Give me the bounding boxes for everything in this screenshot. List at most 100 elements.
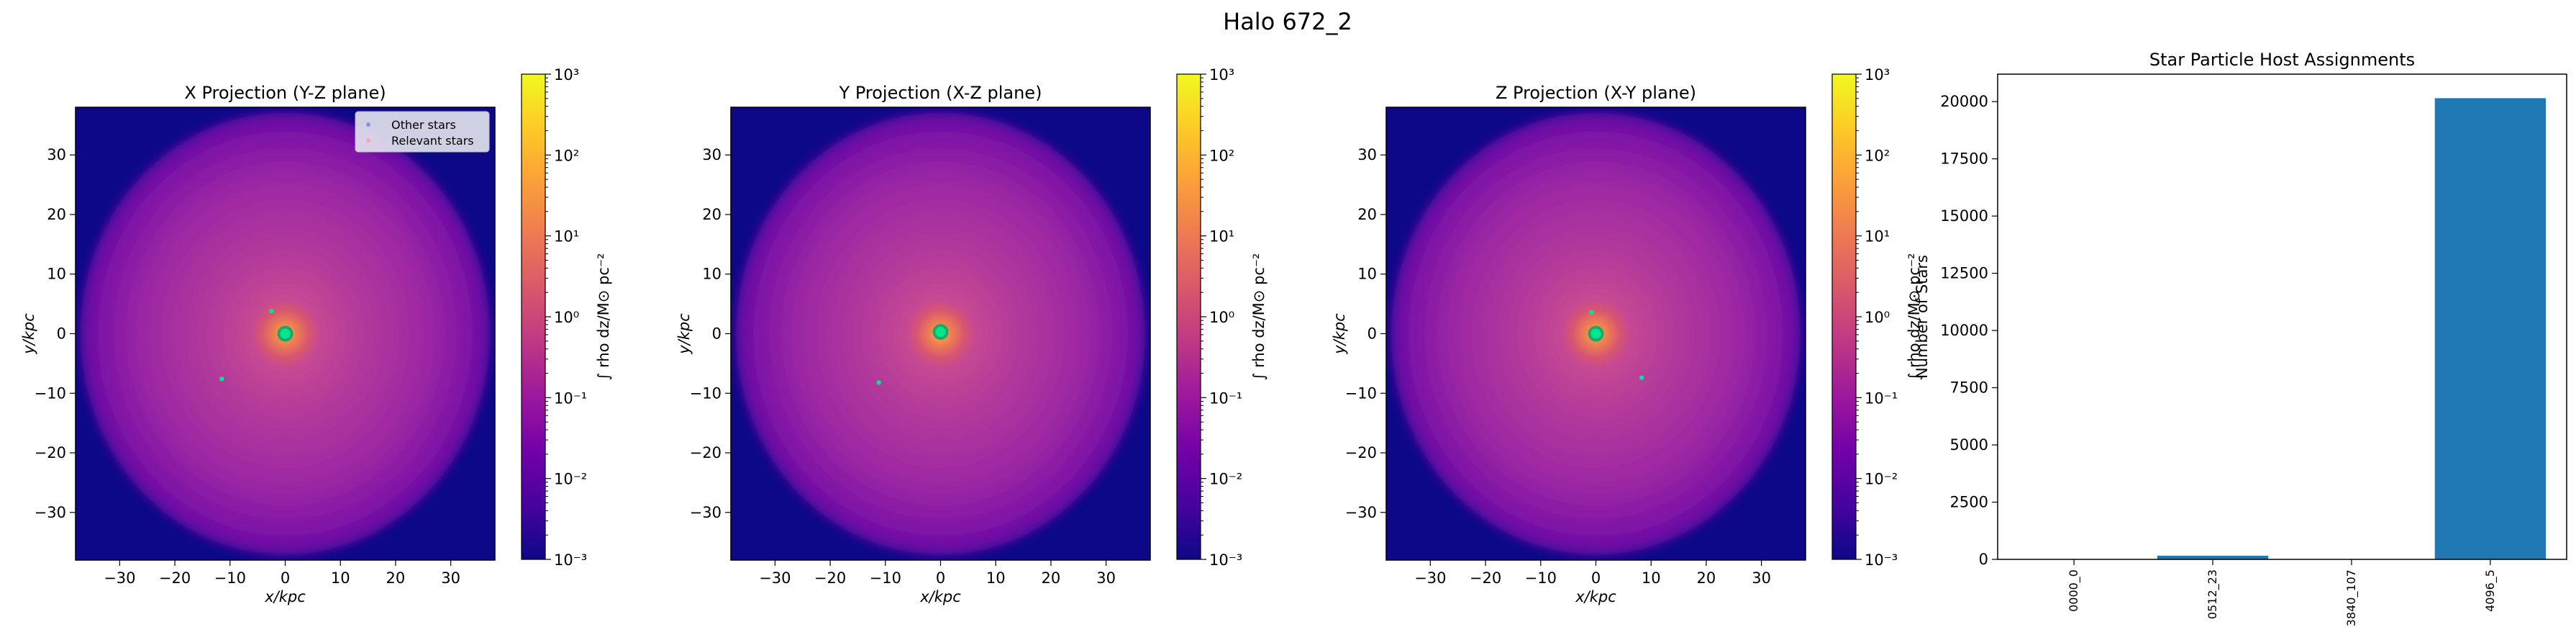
star-cluster-core-bright: [280, 328, 291, 339]
density-map: [76, 107, 495, 560]
colorbar-tick-label: 10²: [1209, 147, 1234, 164]
y-axis-label: y/kpc: [1331, 313, 1348, 355]
x-tick-label: 20: [1042, 569, 1061, 587]
panel-title: Z Projection (X-Y plane): [1496, 83, 1696, 103]
x-tick-label: −10: [214, 569, 246, 587]
legend-box: [355, 111, 490, 153]
x-tick-label: 10: [331, 569, 350, 587]
y-tick-label: 30: [47, 146, 66, 163]
bar: [2157, 555, 2269, 559]
y-tick-label: 20: [1357, 206, 1377, 223]
x-tick-label: 0512_23: [2206, 569, 2220, 619]
axes-frame: [1997, 73, 2567, 560]
legend-marker-relevant: [366, 138, 370, 143]
colorbar-tick-label: 10²: [1865, 147, 1890, 164]
y-tick-label: 20: [702, 206, 722, 223]
x-tick-label: 10: [1642, 569, 1661, 587]
colorbar-tick-label: 10¹: [1209, 228, 1234, 245]
x-tick-label: −20: [159, 569, 191, 587]
x-tick-label: 0: [1591, 569, 1601, 587]
star-particle: [269, 308, 274, 314]
y-tick-label: −20: [1345, 444, 1377, 461]
x-tick-label: −30: [1414, 569, 1446, 587]
colorbar-label: ∫ rho dz/M⊙ pc⁻²: [595, 253, 612, 381]
y-tick-label: −30: [1345, 504, 1377, 521]
projection-panel-1: X Projection (Y-Z plane) −30 −20 −10 0 10 20 30…: [20, 66, 612, 605]
x-axis-label: x/kpc: [1575, 588, 1616, 605]
colorbar: [1831, 73, 1857, 560]
y-tick-label: 20000: [1940, 93, 1988, 110]
colorbar-tick-label: 10⁻²: [1209, 471, 1242, 488]
colorbar-label: ∫ rho dz/M⊙ pc⁻²: [1906, 253, 1923, 381]
colorbar-tick-label: 10⁻¹: [1209, 389, 1242, 407]
x-tick-label: 0: [281, 569, 290, 587]
bar-panel: Star Particle Host Assignments 0000_0 0512…: [1913, 50, 2567, 626]
legend-entry: Other stars: [391, 118, 456, 132]
y-tick-label: 30: [1357, 146, 1377, 163]
star-cluster-core-bright: [1590, 328, 1601, 339]
star-particle: [219, 377, 224, 382]
colorbar-tick-label: 10⁻²: [1865, 471, 1898, 488]
x-tick-label: 20: [386, 569, 406, 587]
star-particle: [876, 380, 881, 385]
x-tick-label: 30: [1096, 569, 1116, 587]
density-map: [731, 107, 1150, 560]
star-particle: [1589, 310, 1594, 315]
x-tick-label: −10: [870, 569, 901, 587]
y-tick-label: 0: [1367, 325, 1377, 343]
colorbar-tick-label: 10⁰: [554, 309, 579, 326]
y-axis-label: y/kpc: [675, 313, 693, 355]
colorbar-tick-label: 10⁰: [1865, 309, 1890, 326]
y-tick-label: 30: [702, 146, 722, 163]
colorbar-label: ∫ rho dz/M⊙ pc⁻²: [1250, 253, 1267, 381]
colorbar-tick-label: 10³: [554, 66, 579, 84]
y-tick-label: 10000: [1940, 322, 1988, 339]
y-tick-label: 10: [1357, 266, 1377, 283]
y-tick-label: 17500: [1940, 150, 1988, 168]
x-tick-label: −30: [104, 569, 135, 587]
y-tick-label: 10: [702, 266, 722, 283]
panel-title: X Projection (Y-Z plane): [184, 83, 386, 103]
x-tick-label: 20: [1697, 569, 1716, 587]
colorbar-tick-label: 10³: [1209, 66, 1234, 84]
colorbar: [1176, 73, 1201, 560]
density-map: [1386, 107, 1806, 560]
star-cluster-core-bright: [935, 327, 946, 338]
y-tick-label: 0: [1979, 551, 1988, 568]
x-tick-label: 4096_5: [2483, 569, 2498, 612]
y-tick-label: −20: [35, 444, 66, 461]
panel-title: Y Projection (X-Z plane): [839, 83, 1042, 103]
star-particle: [1639, 375, 1644, 380]
colorbar-tick-label: 10³: [1865, 66, 1890, 84]
y-tick-label: −30: [35, 504, 66, 521]
x-tick-label: −20: [1470, 569, 1501, 587]
colorbar-tick-label: 10⁻³: [1209, 551, 1242, 569]
colorbar-tick-label: 10⁰: [1209, 309, 1234, 326]
x-tick-label: 10: [986, 569, 1006, 587]
y-tick-label: 7500: [1950, 379, 1988, 397]
figure-suptitle: Halo 672_2: [1223, 8, 1352, 35]
legend-entry: Relevant stars: [391, 134, 474, 148]
colorbar-tick-label: 10⁻¹: [554, 389, 587, 407]
y-tick-label: 12500: [1940, 265, 1988, 282]
y-tick-label: 0: [712, 325, 722, 343]
y-tick-label: −10: [35, 384, 66, 402]
x-tick-label: 0000_0: [2067, 569, 2081, 612]
x-tick-label: 30: [1752, 569, 1771, 587]
y-tick-label: 20: [47, 206, 66, 223]
colorbar-tick-label: 10⁻¹: [1865, 389, 1898, 407]
x-tick-label: 3840_107: [2344, 569, 2359, 626]
y-tick-label: 5000: [1950, 436, 1988, 454]
projection-panel-2: Y Projection (X-Z plane) −30 −20 −10 0 10 20 30…: [675, 66, 1267, 605]
x-tick-label: 0: [936, 569, 945, 587]
legend-marker-other: [366, 122, 370, 127]
y-tick-label: 2500: [1950, 494, 1988, 511]
colorbar-tick-label: 10¹: [1865, 228, 1890, 245]
y-tick-label: 10: [47, 266, 66, 283]
x-tick-label: −20: [814, 569, 846, 587]
x-tick-label: −30: [759, 569, 791, 587]
colorbar-tick-label: 10¹: [554, 228, 579, 245]
y-tick-label: 15000: [1940, 207, 1988, 225]
colorbar-tick-label: 10⁻²: [554, 471, 587, 488]
